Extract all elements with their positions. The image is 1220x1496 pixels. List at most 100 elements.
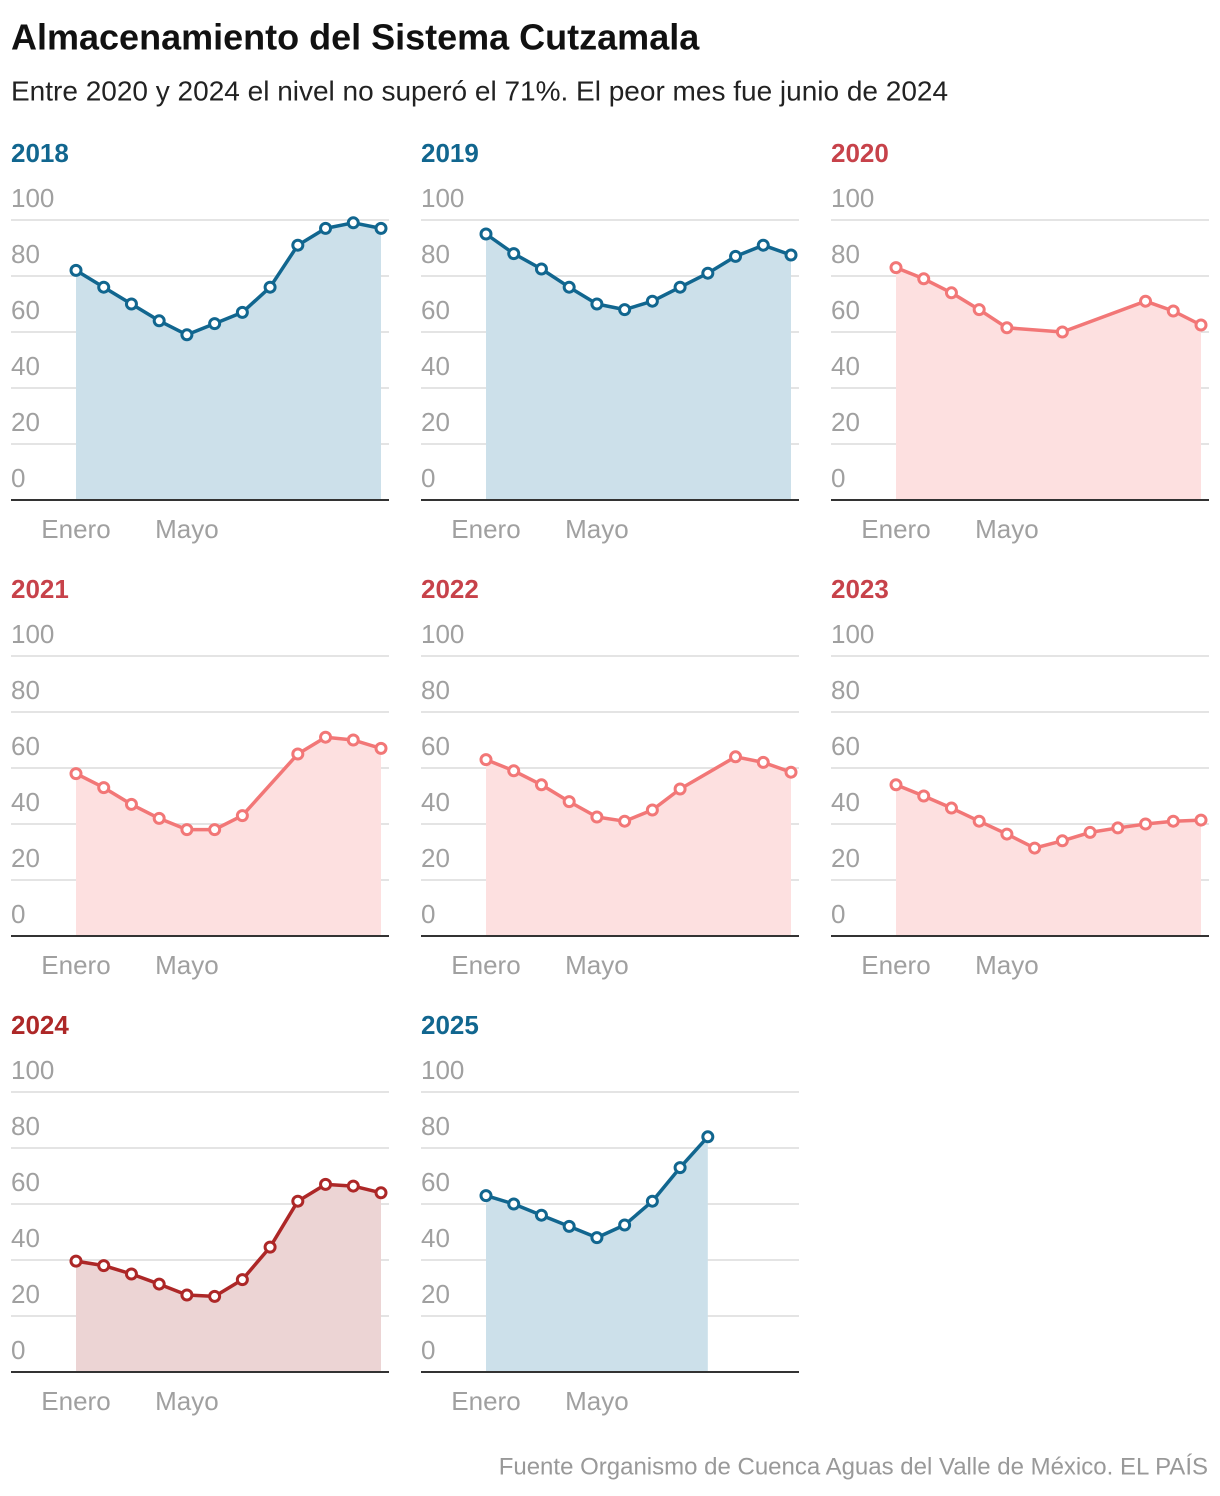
y-tick-label: 0 [831, 899, 845, 929]
x-tick-label: Mayo [155, 1386, 219, 1416]
point [1166, 814, 1180, 828]
point [972, 814, 986, 828]
source: Fuente Organismo de Cuenca Aguas del Val… [499, 1453, 1208, 1480]
x-tick-label: Enero [451, 950, 520, 980]
point [618, 303, 632, 317]
point [208, 1289, 222, 1303]
y-tick-label: 20 [11, 407, 40, 437]
area [896, 267, 1201, 500]
y-tick-label: 100 [11, 619, 54, 649]
point [291, 747, 305, 761]
y-tick-label: 40 [831, 351, 860, 381]
point [729, 750, 743, 764]
point [69, 263, 83, 277]
point [124, 297, 138, 311]
point [69, 767, 83, 781]
point [944, 286, 958, 300]
y-tick-label: 0 [11, 463, 25, 493]
point [1055, 325, 1069, 339]
point [208, 317, 222, 331]
point [479, 227, 493, 241]
point [673, 782, 687, 796]
y-tick-label: 20 [831, 407, 860, 437]
y-tick-label: 40 [421, 1223, 450, 1253]
y-tick-label: 60 [831, 731, 860, 761]
area [896, 784, 1201, 936]
point [1028, 841, 1042, 855]
point [944, 801, 958, 815]
point [319, 221, 333, 235]
y-tick-label: 20 [11, 843, 40, 873]
x-tick-label: Enero [861, 514, 930, 544]
y-tick-label: 0 [831, 463, 845, 493]
point [180, 328, 194, 342]
point [1000, 321, 1014, 335]
y-tick-label: 100 [421, 1055, 464, 1085]
point [917, 789, 931, 803]
y-tick-label: 20 [421, 407, 450, 437]
x-tick-label: Mayo [565, 1386, 629, 1416]
x-tick-label: Enero [451, 514, 520, 544]
y-tick-label: 40 [421, 351, 450, 381]
point [1083, 825, 1097, 839]
x-tick-label: Mayo [565, 514, 629, 544]
point [291, 238, 305, 252]
panel-title: 2025 [421, 1010, 479, 1040]
point [701, 1130, 715, 1144]
y-tick-label: 100 [11, 183, 54, 213]
y-tick-label: 100 [421, 619, 464, 649]
y-tick-label: 0 [421, 1335, 435, 1365]
y-tick-label: 80 [421, 239, 450, 269]
point [1139, 294, 1153, 308]
point [645, 803, 659, 817]
point [479, 753, 493, 767]
y-tick-label: 60 [421, 295, 450, 325]
point [97, 1259, 111, 1273]
chart-title: Almacenamiento del Sistema Cutzamala [11, 17, 700, 58]
panel-title: 2022 [421, 574, 479, 604]
point [263, 1240, 277, 1254]
x-tick-label: Enero [451, 1386, 520, 1416]
y-tick-label: 100 [11, 1055, 54, 1085]
point [784, 248, 798, 262]
point [889, 778, 903, 792]
point [590, 297, 604, 311]
point [701, 266, 715, 280]
y-tick-label: 20 [11, 1279, 40, 1309]
point [69, 1254, 83, 1268]
point [534, 778, 548, 792]
x-tick-label: Mayo [565, 950, 629, 980]
x-tick-label: Mayo [155, 514, 219, 544]
point [479, 1189, 493, 1203]
y-tick-label: 40 [831, 787, 860, 817]
point [208, 823, 222, 837]
point [180, 823, 194, 837]
y-tick-label: 40 [11, 787, 40, 817]
point [645, 294, 659, 308]
point [507, 764, 521, 778]
y-tick-label: 0 [421, 899, 435, 929]
point [124, 797, 138, 811]
y-tick-label: 20 [831, 843, 860, 873]
point [645, 1194, 659, 1208]
point [1000, 827, 1014, 841]
point [291, 1194, 305, 1208]
point [346, 733, 360, 747]
point [562, 280, 576, 294]
point [263, 280, 277, 294]
point [917, 272, 931, 286]
y-tick-label: 60 [421, 1167, 450, 1197]
point [124, 1267, 138, 1281]
point [319, 730, 333, 744]
y-tick-label: 60 [11, 295, 40, 325]
point [346, 1179, 360, 1193]
area [76, 737, 381, 936]
panel-title: 2019 [421, 138, 479, 168]
point [562, 1219, 576, 1233]
x-tick-label: Enero [41, 950, 110, 980]
x-tick-label: Enero [41, 514, 110, 544]
point [374, 1186, 388, 1200]
point [507, 1197, 521, 1211]
